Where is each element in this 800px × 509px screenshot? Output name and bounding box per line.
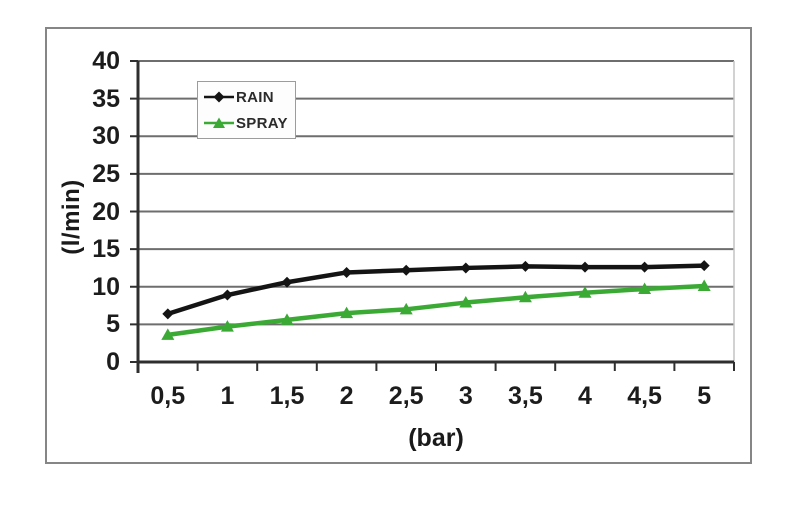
marker-rain — [221, 289, 233, 301]
x-tick-label: 2 — [339, 382, 354, 410]
marker-rain — [460, 262, 472, 274]
marker-spray — [220, 320, 234, 332]
chart-frame: (l/min) (bar) 0 5 10 15 20 25 30 35 40 0,5 1 1,5 2 2… — [45, 27, 752, 464]
x-tick-label: 0,5 — [150, 382, 186, 410]
series-line-rain — [165, 263, 707, 317]
y-tick-label: 10 — [92, 272, 120, 301]
y-tick-label: 25 — [92, 159, 120, 188]
y-tick-label: 35 — [92, 84, 120, 113]
marker-spray — [638, 282, 652, 295]
x-tick-label: 2,5 — [388, 382, 424, 410]
marker-rain — [341, 266, 353, 278]
x-tick-label: 5 — [697, 382, 712, 410]
marker-rain — [639, 261, 651, 273]
y-tick-label: 0 — [106, 348, 120, 376]
legend-item-spray: SPRAY — [203, 115, 293, 132]
y-tick-label: 15 — [92, 235, 120, 264]
marker-spray — [280, 313, 294, 325]
marker-rain — [519, 260, 531, 272]
x-tick-label: 4 — [578, 382, 592, 410]
marker-spray — [340, 306, 354, 319]
rain-series-marker-icon — [204, 91, 234, 103]
legend: RAIN SPRAY — [197, 81, 296, 139]
marker-rain — [400, 264, 412, 276]
x-tick-label: 3 — [458, 382, 473, 410]
legend-item-rain: RAIN — [203, 89, 293, 106]
y-tick-label: 40 — [92, 47, 120, 75]
marker-spray — [697, 279, 711, 291]
marker-rain — [579, 261, 591, 273]
marker-spray — [399, 302, 413, 315]
legend-label-rain: RAIN — [236, 88, 274, 106]
marker-rain — [281, 276, 293, 288]
x-tick-label: 1 — [220, 382, 235, 410]
marker-rain — [162, 308, 174, 320]
marker-spray — [459, 296, 473, 308]
x-tick-label: 3,5 — [508, 382, 543, 410]
x-tick-label: 4,5 — [627, 382, 662, 410]
y-tick-label: 20 — [92, 197, 120, 226]
marker-rain — [698, 260, 710, 272]
x-tick-label: 1,5 — [269, 382, 305, 410]
marker-spray — [578, 286, 592, 298]
marker-spray — [518, 290, 532, 303]
series-line-spray — [165, 283, 707, 338]
spray-series-marker-icon — [204, 117, 234, 128]
y-tick-label: 30 — [92, 122, 120, 151]
y-tick-label: 5 — [106, 310, 120, 339]
legend-label-spray: SPRAY — [236, 114, 288, 132]
marker-spray — [161, 328, 175, 340]
x-axis-title: (bar) — [408, 424, 464, 452]
